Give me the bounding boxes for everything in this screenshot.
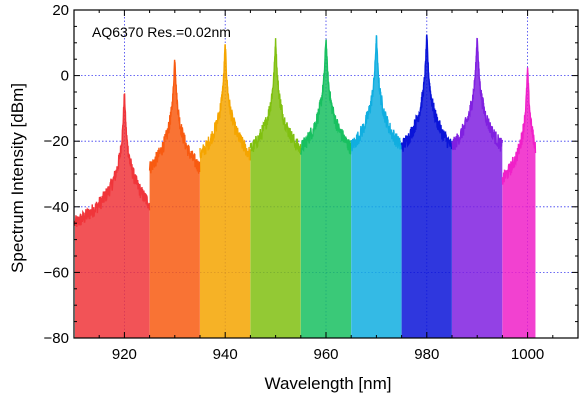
series-line-950 bbox=[249, 38, 302, 155]
instrument-annotation: AQ6370 Res.=0.02nm bbox=[92, 24, 231, 40]
series-fill-950 bbox=[250, 38, 301, 338]
y-tick-label: 20 bbox=[52, 2, 69, 19]
series-fill-920 bbox=[75, 93, 150, 338]
series-line-970 bbox=[350, 35, 403, 152]
x-tick-label: 1000 bbox=[511, 346, 544, 363]
x-tick-label: 980 bbox=[414, 346, 439, 363]
series-fill-940 bbox=[200, 44, 251, 338]
y-tick-label: 0 bbox=[61, 68, 69, 85]
x-tick-labels: 920 940 960 980 1000 bbox=[112, 346, 544, 363]
series-line-930 bbox=[148, 59, 201, 174]
y-tick-labels: 20 0 −20 −40 −60 −80 bbox=[44, 2, 69, 347]
series-fill-990 bbox=[452, 38, 503, 339]
y-axis-label: Spectrum Intensity [dBm] bbox=[8, 83, 27, 273]
series-fill-970 bbox=[351, 35, 402, 339]
series-line-990 bbox=[451, 37, 503, 152]
y-tick-label: −20 bbox=[44, 133, 69, 150]
x-tick-label: 960 bbox=[313, 346, 338, 363]
series-line-980 bbox=[400, 34, 453, 152]
spectrum-series bbox=[74, 34, 537, 339]
x-tick-label: 920 bbox=[112, 346, 137, 363]
series-fill-960 bbox=[300, 40, 352, 338]
axis-ticks bbox=[73, 9, 579, 339]
x-tick-label: 940 bbox=[213, 346, 238, 363]
y-tick-label: −60 bbox=[44, 264, 69, 281]
y-tick-label: −40 bbox=[44, 199, 69, 216]
series-line-1000 bbox=[501, 67, 537, 185]
y-tick-label: −80 bbox=[44, 330, 69, 347]
x-axis-label: Wavelength [nm] bbox=[265, 374, 392, 393]
series-line-960 bbox=[300, 39, 352, 155]
series-line-920 bbox=[74, 93, 151, 227]
series-fill-980 bbox=[401, 34, 452, 338]
series-fill-930 bbox=[149, 59, 200, 338]
series-fill-1000 bbox=[502, 67, 536, 339]
series-line-940 bbox=[199, 44, 251, 161]
